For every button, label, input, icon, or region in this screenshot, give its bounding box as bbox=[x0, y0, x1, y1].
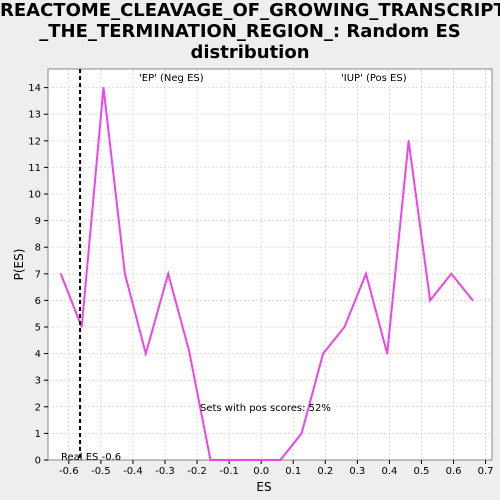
data-point bbox=[471, 299, 474, 302]
data-point bbox=[124, 273, 126, 275]
data-point bbox=[386, 352, 388, 355]
y-tick-label: 3 bbox=[35, 376, 41, 387]
y-tick-label: 11 bbox=[28, 163, 41, 174]
data-point bbox=[144, 352, 147, 355]
y-tick-label: 8 bbox=[35, 243, 41, 254]
series-line bbox=[59, 87, 474, 461]
y-tick-label: 0 bbox=[35, 456, 41, 467]
chart-title-line-1: REACTOME_CLEAVAGE_OF_GROWING_TRANSCRIPT_… bbox=[0, 0, 500, 21]
data-point bbox=[450, 273, 453, 275]
chart-title-line-2: _THE_TERMINATION_REGION_: Random ES bbox=[39, 21, 461, 42]
x-tick-label: 0.4 bbox=[381, 466, 397, 477]
x-tick-label: 0.2 bbox=[317, 466, 333, 477]
chart-title-line-3: distribution bbox=[190, 42, 310, 63]
data-point bbox=[102, 86, 105, 89]
real-es-label: Real ES -0.6 bbox=[61, 452, 121, 463]
x-tick-label: -0.1 bbox=[219, 466, 239, 477]
data-point bbox=[343, 326, 346, 328]
x-tick-label: 0.0 bbox=[253, 466, 269, 477]
data-point bbox=[407, 140, 410, 142]
pos-scores-label: Sets with pos scores: 52% bbox=[200, 403, 331, 414]
y-tick-label: 7 bbox=[35, 269, 41, 280]
data-point bbox=[167, 273, 170, 275]
data-point bbox=[322, 352, 324, 355]
y-tick-label: 6 bbox=[35, 296, 41, 307]
y-axis-label: P(ES) bbox=[12, 249, 26, 281]
y-tick-label: 14 bbox=[28, 83, 41, 94]
x-tick-label: -0.4 bbox=[123, 466, 143, 477]
data-point bbox=[365, 273, 367, 275]
x-tick-label: 0.7 bbox=[478, 466, 494, 477]
y-tick-label: 2 bbox=[35, 402, 41, 413]
y-tick-label: 9 bbox=[35, 216, 41, 227]
y-tick-label: 12 bbox=[28, 136, 41, 147]
pos-es-label: 'IUP' (Pos ES) bbox=[341, 73, 407, 84]
data-point bbox=[188, 350, 190, 352]
data-point bbox=[209, 459, 212, 461]
data-point bbox=[231, 459, 234, 461]
data-point bbox=[429, 299, 431, 302]
x-tick-label: -0.5 bbox=[91, 466, 111, 477]
x-axis-label: ES bbox=[256, 480, 271, 494]
data-point bbox=[300, 432, 303, 435]
neg-es-label: 'EP' (Neg ES) bbox=[139, 73, 204, 84]
y-tick-label: 13 bbox=[28, 110, 41, 121]
data-point bbox=[80, 326, 83, 328]
x-tick-label: 0.5 bbox=[414, 466, 430, 477]
data-point bbox=[279, 459, 282, 461]
data-point bbox=[253, 459, 255, 461]
x-tick-label: -0.3 bbox=[155, 466, 175, 477]
x-tick-label: 0.6 bbox=[446, 466, 462, 477]
chart-title: REACTOME_CLEAVAGE_OF_GROWING_TRANSCRIPT_… bbox=[0, 0, 500, 63]
x-tick-label: -0.6 bbox=[59, 466, 79, 477]
y-tick-label: 10 bbox=[28, 190, 41, 201]
plot-area bbox=[48, 69, 492, 460]
y-tick-label: 5 bbox=[35, 323, 41, 334]
x-tick-label: 0.1 bbox=[285, 466, 301, 477]
x-tick-label: 0.3 bbox=[349, 466, 365, 477]
data-point bbox=[60, 273, 62, 275]
y-tick-label: 4 bbox=[35, 349, 41, 360]
x-tick-label: -0.2 bbox=[187, 466, 207, 477]
y-tick-label: 1 bbox=[35, 429, 41, 440]
